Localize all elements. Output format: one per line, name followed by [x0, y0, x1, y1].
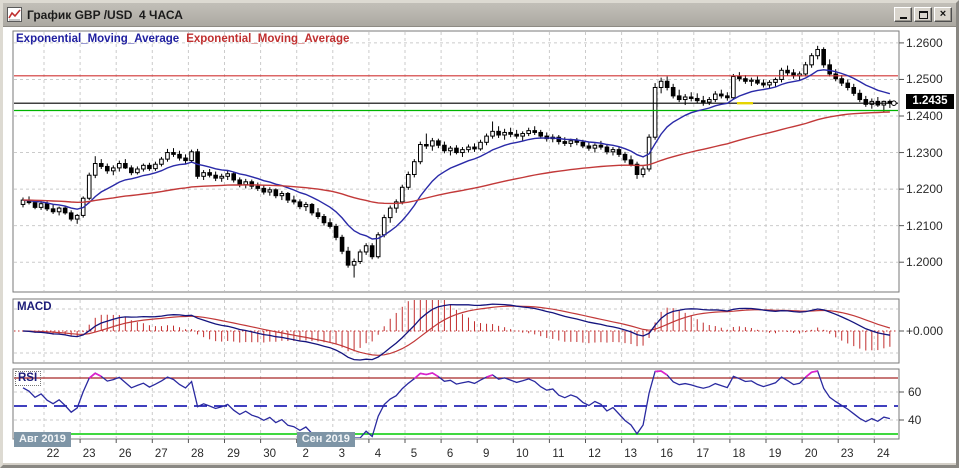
price-tick-label: 1.2600	[906, 35, 943, 50]
candlesticks	[20, 45, 893, 278]
price-tick-label: 1.2300	[906, 145, 943, 160]
level-lines	[14, 75, 898, 112]
date-label: 19	[768, 448, 782, 460]
macd-panel-label: MACD	[17, 301, 52, 313]
macd-plot	[14, 300, 898, 361]
date-label: 17	[696, 448, 710, 460]
window-controls: ×	[894, 7, 952, 22]
maximize-icon	[918, 11, 928, 19]
date-label: 29	[227, 448, 240, 460]
date-label: 10	[515, 448, 529, 460]
date-label: 5	[410, 448, 418, 460]
date-label: 20	[804, 448, 818, 460]
panel-borders	[12, 30, 900, 440]
window-title: График GBP /USD 4 ЧАСА	[27, 7, 183, 22]
date-label: 27	[154, 448, 168, 460]
rsi-tick-60: 60	[908, 385, 922, 399]
minimize-button[interactable]	[894, 7, 912, 22]
price-tick-label: 1.2400	[906, 109, 943, 123]
date-label: 23	[840, 448, 854, 460]
rsi-panel-label[interactable]: RSI	[15, 371, 42, 386]
date-label: 4	[374, 448, 382, 460]
bottom-strip	[3, 463, 956, 465]
minimize-icon	[899, 17, 907, 19]
month-badge: Сен 2019	[296, 432, 355, 447]
date-label: 11	[552, 448, 565, 460]
ema-overlays	[22, 69, 891, 240]
date-label: 28	[190, 448, 204, 460]
date-label: 16	[660, 448, 674, 460]
indicator-legend: Exponential_Moving_Average Exponential_Mo…	[16, 33, 349, 45]
date-label: 3	[338, 448, 345, 460]
date-label: 30	[263, 448, 276, 460]
titlebar[interactable]: График GBP /USD 4 ЧАСА ×	[3, 3, 956, 27]
grid-lines	[14, 32, 898, 438]
date-label: 24	[876, 448, 890, 460]
date-label: 9	[482, 448, 490, 460]
price-tick-label: 1.2500	[906, 72, 943, 87]
ema-fast-legend-label: Exponential_Moving_Average	[16, 33, 180, 45]
ema-slow-legend-label: Exponential_Moving_Average	[186, 33, 350, 45]
chart-canvas[interactable]	[3, 27, 956, 465]
date-label: 26	[118, 448, 132, 460]
date-label: 13	[624, 448, 637, 460]
macd-level-label: +0.000	[906, 324, 944, 338]
price-tick-label: 1.2100	[906, 218, 943, 233]
date-label: 18	[732, 448, 746, 460]
month-badge: Авг 2019	[14, 432, 71, 447]
price-tick-label: 1.2000	[906, 255, 943, 270]
date-label: 22	[46, 448, 60, 460]
current-price-marker	[891, 100, 897, 107]
date-label: 23	[82, 448, 96, 460]
current-price-badge: 1.2435	[906, 94, 954, 109]
date-label: 2	[302, 448, 309, 460]
date-label: 6	[446, 448, 454, 460]
price-tick-label: 1.2200	[906, 182, 943, 197]
date-label: 12	[588, 448, 601, 460]
chart-content: Exponential_Moving_Average Exponential_Mo…	[3, 27, 956, 465]
rsi-plot	[14, 370, 898, 438]
axis-ticks	[43, 42, 904, 443]
close-icon: ×	[939, 8, 947, 20]
close-button[interactable]: ×	[934, 7, 952, 22]
chart-app-icon	[7, 7, 22, 22]
maximize-button[interactable]	[914, 7, 932, 22]
rsi-tick-40: 40	[908, 413, 922, 427]
